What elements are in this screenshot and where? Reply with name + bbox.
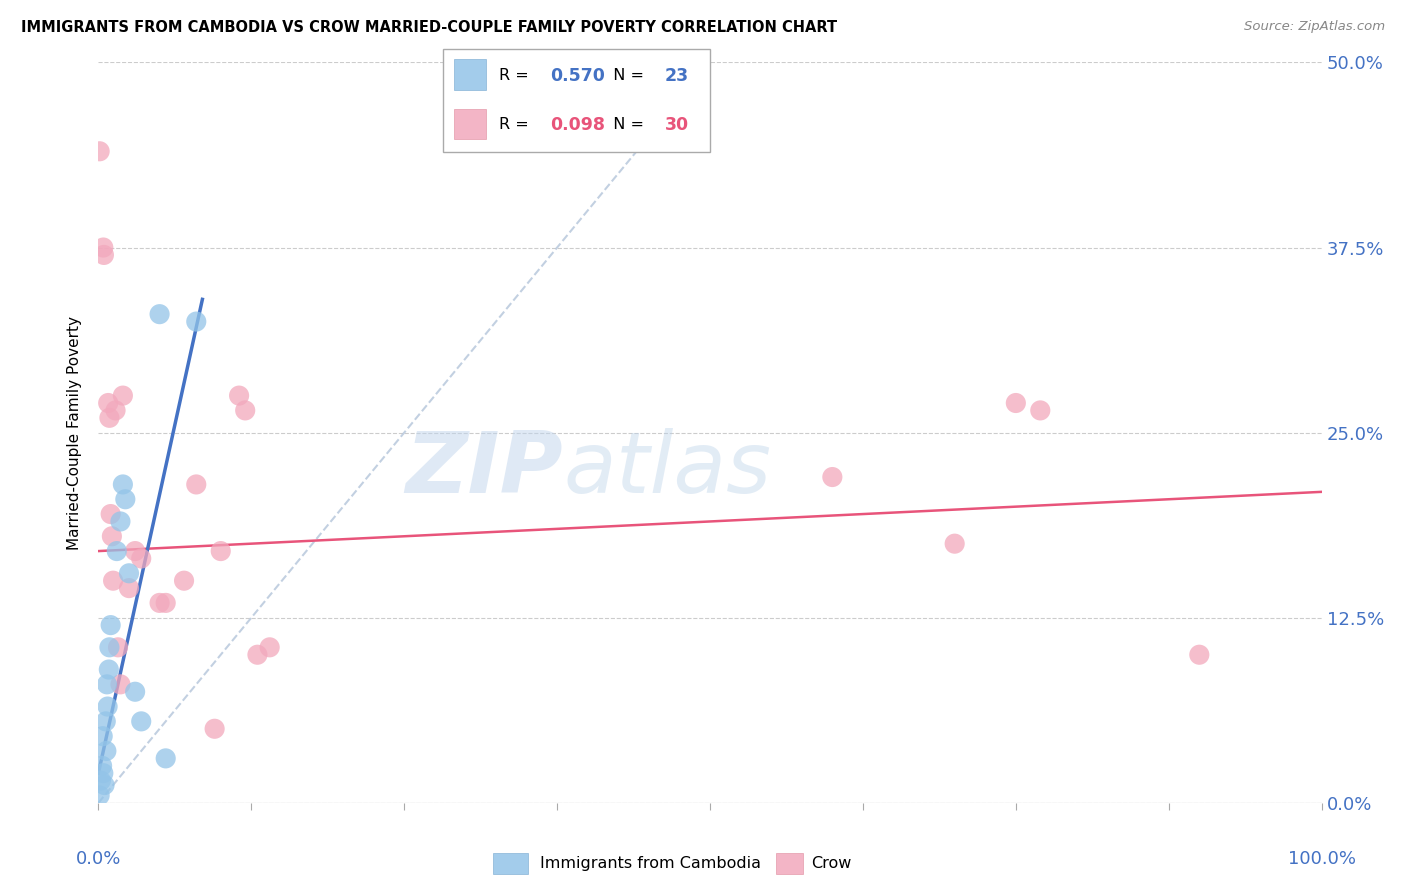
- Point: [96, 677, 118, 691]
- Point: [110, 515, 132, 529]
- Point: [91, 729, 114, 743]
- Bar: [454, 59, 485, 90]
- Point: [93, 778, 115, 792]
- Point: [97, 663, 120, 677]
- Text: 0.570: 0.570: [550, 67, 605, 85]
- Point: [114, 492, 136, 507]
- Point: [1004, 396, 1026, 410]
- Point: [101, 529, 124, 543]
- Text: 23: 23: [665, 67, 689, 85]
- Text: 0.0%: 0.0%: [76, 850, 121, 868]
- Point: [173, 574, 195, 588]
- Point: [129, 551, 152, 566]
- Y-axis label: Married-Couple Family Poverty: Married-Couple Family Poverty: [67, 316, 83, 549]
- Point: [209, 544, 232, 558]
- Point: [259, 640, 281, 655]
- Point: [96, 744, 118, 758]
- Point: [228, 389, 250, 403]
- Bar: [492, 853, 529, 874]
- Point: [91, 758, 114, 772]
- Point: [107, 640, 129, 655]
- Point: [111, 389, 134, 403]
- Point: [124, 544, 146, 558]
- Point: [104, 403, 127, 417]
- Point: [943, 537, 966, 551]
- Point: [89, 789, 111, 803]
- Text: N =: N =: [603, 118, 650, 133]
- Bar: [454, 109, 485, 139]
- Point: [98, 410, 121, 425]
- Text: N =: N =: [603, 68, 650, 83]
- Point: [89, 145, 111, 159]
- Point: [98, 640, 121, 655]
- Text: R =: R =: [499, 118, 534, 133]
- Text: 0.098: 0.098: [550, 116, 605, 134]
- Text: 100.0%: 100.0%: [1288, 850, 1355, 868]
- Point: [233, 403, 256, 417]
- Point: [246, 648, 269, 662]
- Point: [155, 751, 177, 765]
- Point: [90, 773, 112, 788]
- Point: [186, 477, 208, 491]
- Point: [118, 566, 141, 581]
- Point: [93, 248, 115, 262]
- Point: [91, 241, 114, 255]
- Point: [110, 677, 132, 691]
- Point: [118, 581, 141, 595]
- Text: ZIP: ZIP: [405, 428, 564, 511]
- Point: [94, 714, 117, 729]
- Text: 30: 30: [665, 116, 689, 134]
- Point: [101, 574, 124, 588]
- Point: [149, 307, 172, 321]
- Point: [97, 699, 120, 714]
- Point: [97, 396, 120, 410]
- Point: [124, 685, 146, 699]
- Point: [149, 596, 172, 610]
- Point: [91, 766, 114, 780]
- Point: [129, 714, 152, 729]
- Text: IMMIGRANTS FROM CAMBODIA VS CROW MARRIED-COUPLE FAMILY POVERTY CORRELATION CHART: IMMIGRANTS FROM CAMBODIA VS CROW MARRIED…: [21, 20, 837, 35]
- Text: Source: ZipAtlas.com: Source: ZipAtlas.com: [1244, 20, 1385, 33]
- Point: [100, 507, 122, 521]
- Text: Immigrants from Cambodia: Immigrants from Cambodia: [540, 855, 761, 871]
- Bar: [776, 853, 803, 874]
- Point: [105, 544, 128, 558]
- Point: [100, 618, 122, 632]
- Point: [1029, 403, 1052, 417]
- Point: [111, 477, 134, 491]
- Point: [821, 470, 844, 484]
- Text: R =: R =: [499, 68, 534, 83]
- Text: atlas: atlas: [564, 428, 772, 511]
- Point: [155, 596, 177, 610]
- Point: [186, 315, 208, 329]
- Point: [204, 722, 226, 736]
- Point: [1188, 648, 1211, 662]
- Text: Crow: Crow: [811, 855, 852, 871]
